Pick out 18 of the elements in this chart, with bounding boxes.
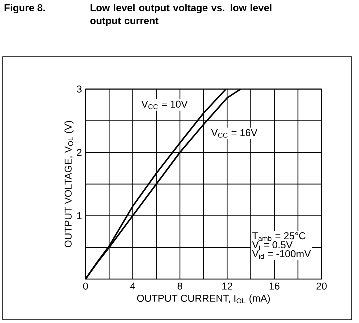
series-label: V$_{CC}$ = 16V — [211, 129, 258, 138]
series-label: V$_{CC}$ = 10V — [142, 100, 188, 110]
annotation: V$_{i}$ = 0.5V — [252, 241, 293, 250]
y-tick-label: 1 — [77, 212, 82, 220]
annotation: T$_{amb}$ = 25°C — [252, 232, 306, 242]
x-tick-label: 8 — [178, 282, 183, 290]
x-tick-label: 12 — [222, 282, 232, 290]
annotation: V$_{id}$ = -100mV — [252, 250, 312, 260]
x-tick-label: 4 — [130, 282, 136, 290]
y-tick-label: 2 — [77, 149, 82, 156]
y-tick-label: 3 — [77, 86, 82, 93]
y-axis-title: OUTPUT VOLTAGE, V$_{OL}$ (V) — [64, 121, 74, 248]
chart-subtitle: Low level output voltage vs. low level output current — [90, 4, 272, 26]
chart-title: Figure 8. — [4, 4, 46, 14]
x-tick-label: 0 — [83, 282, 88, 290]
x-tick-label: 16 — [270, 282, 280, 290]
x-axis-title: OUTPUT CURRENT, I$_{OL}$ (mA) — [137, 294, 270, 304]
x-tick-label: 20 — [316, 282, 327, 290]
